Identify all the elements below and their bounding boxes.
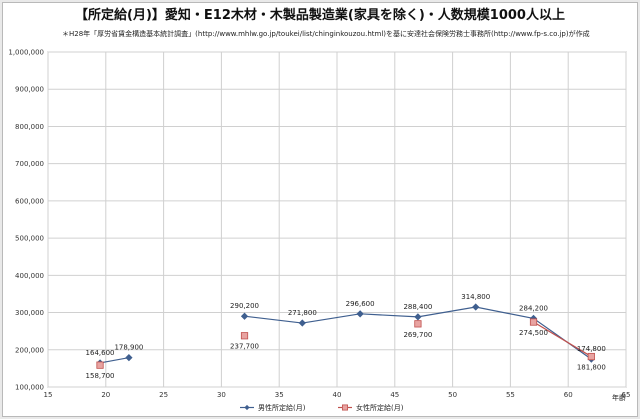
y-tick-label: 1,000,000: [8, 49, 44, 57]
y-tick-label: 200,000: [15, 346, 44, 354]
data-label: 274,500: [519, 329, 548, 337]
data-label: 296,600: [346, 300, 375, 308]
male-data-point: [240, 312, 249, 320]
y-tick-label: 500,000: [15, 235, 44, 243]
data-label: 284,200: [519, 304, 548, 312]
data-label: 314,800: [461, 293, 490, 301]
female-data-point: [240, 332, 249, 340]
x-tick-label: 55: [506, 391, 515, 399]
male-data-point: [356, 310, 364, 318]
data-label: 290,200: [230, 302, 259, 310]
y-tick-label: 100,000: [15, 384, 44, 392]
x-tick-label: 45: [390, 391, 399, 399]
x-tick-label: 50: [448, 391, 457, 399]
data-label: 181,800: [577, 364, 606, 372]
x-tick-label: 20: [101, 391, 110, 399]
x-tick-label: 15: [44, 391, 53, 399]
data-label: 269,700: [403, 331, 432, 339]
x-tick-label: 35: [275, 391, 284, 399]
legend-label: 女性所定給(月): [356, 403, 404, 412]
chart-subtitle: ＊H28年「厚労省賃金構造基本統計調査」(http://www.mhlw.go.…: [62, 30, 590, 38]
legend-label: 男性所定給(月): [258, 403, 306, 412]
data-label: 237,700: [230, 343, 259, 351]
legend-marker-square: [341, 404, 348, 411]
male-data-point: [298, 319, 306, 327]
series-markers: [96, 303, 595, 369]
y-tick-label: 300,000: [15, 309, 44, 317]
chart-title: 【所定給(月)】愛知・E12木材・木製品製造業(家具を除く)・人数規模1000人…: [75, 8, 565, 23]
y-tick-label: 400,000: [15, 272, 44, 280]
male-data-point: [125, 354, 133, 362]
x-tick-label: 65: [622, 391, 631, 399]
male-data-point: [414, 313, 422, 321]
data-label: 288,400: [403, 303, 432, 311]
male-data-point: [472, 303, 480, 311]
x-tick-label: 60: [564, 391, 573, 399]
y-axis-ticks: 100,000 200,000 300,000 400,000 500,000 600,0…: [8, 49, 44, 392]
x-axis-ticks: 15 20 25 30 35 40 45 50 55 60 65: [44, 391, 631, 399]
female-data-point: [96, 361, 104, 369]
x-tick-label: 40: [333, 391, 342, 399]
female-data-point: [414, 320, 422, 328]
y-tick-label: 700,000: [15, 160, 44, 168]
y-tick-label: 900,000: [15, 86, 44, 94]
y-tick-label: 800,000: [15, 123, 44, 131]
data-label: 271,800: [288, 309, 317, 317]
series-line: [99, 357, 130, 364]
gridlines: [47, 51, 627, 388]
x-tick-label: 25: [159, 391, 168, 399]
female-data-point: [529, 318, 538, 326]
x-axis-label: 年齢: [612, 393, 626, 402]
data-label: 178,900: [114, 344, 143, 352]
data-label: 158,700: [86, 372, 115, 380]
x-tick-label: 30: [217, 391, 226, 399]
legend: 男性所定給(月) 女性所定給(月): [240, 403, 404, 412]
data-label: 164,600: [86, 349, 115, 357]
female-data-point: [587, 352, 595, 361]
series-line: [533, 321, 592, 358]
data-label: 174,800: [577, 345, 606, 353]
legend-marker-diamond: [244, 404, 250, 411]
y-tick-label: 600,000: [15, 197, 44, 205]
